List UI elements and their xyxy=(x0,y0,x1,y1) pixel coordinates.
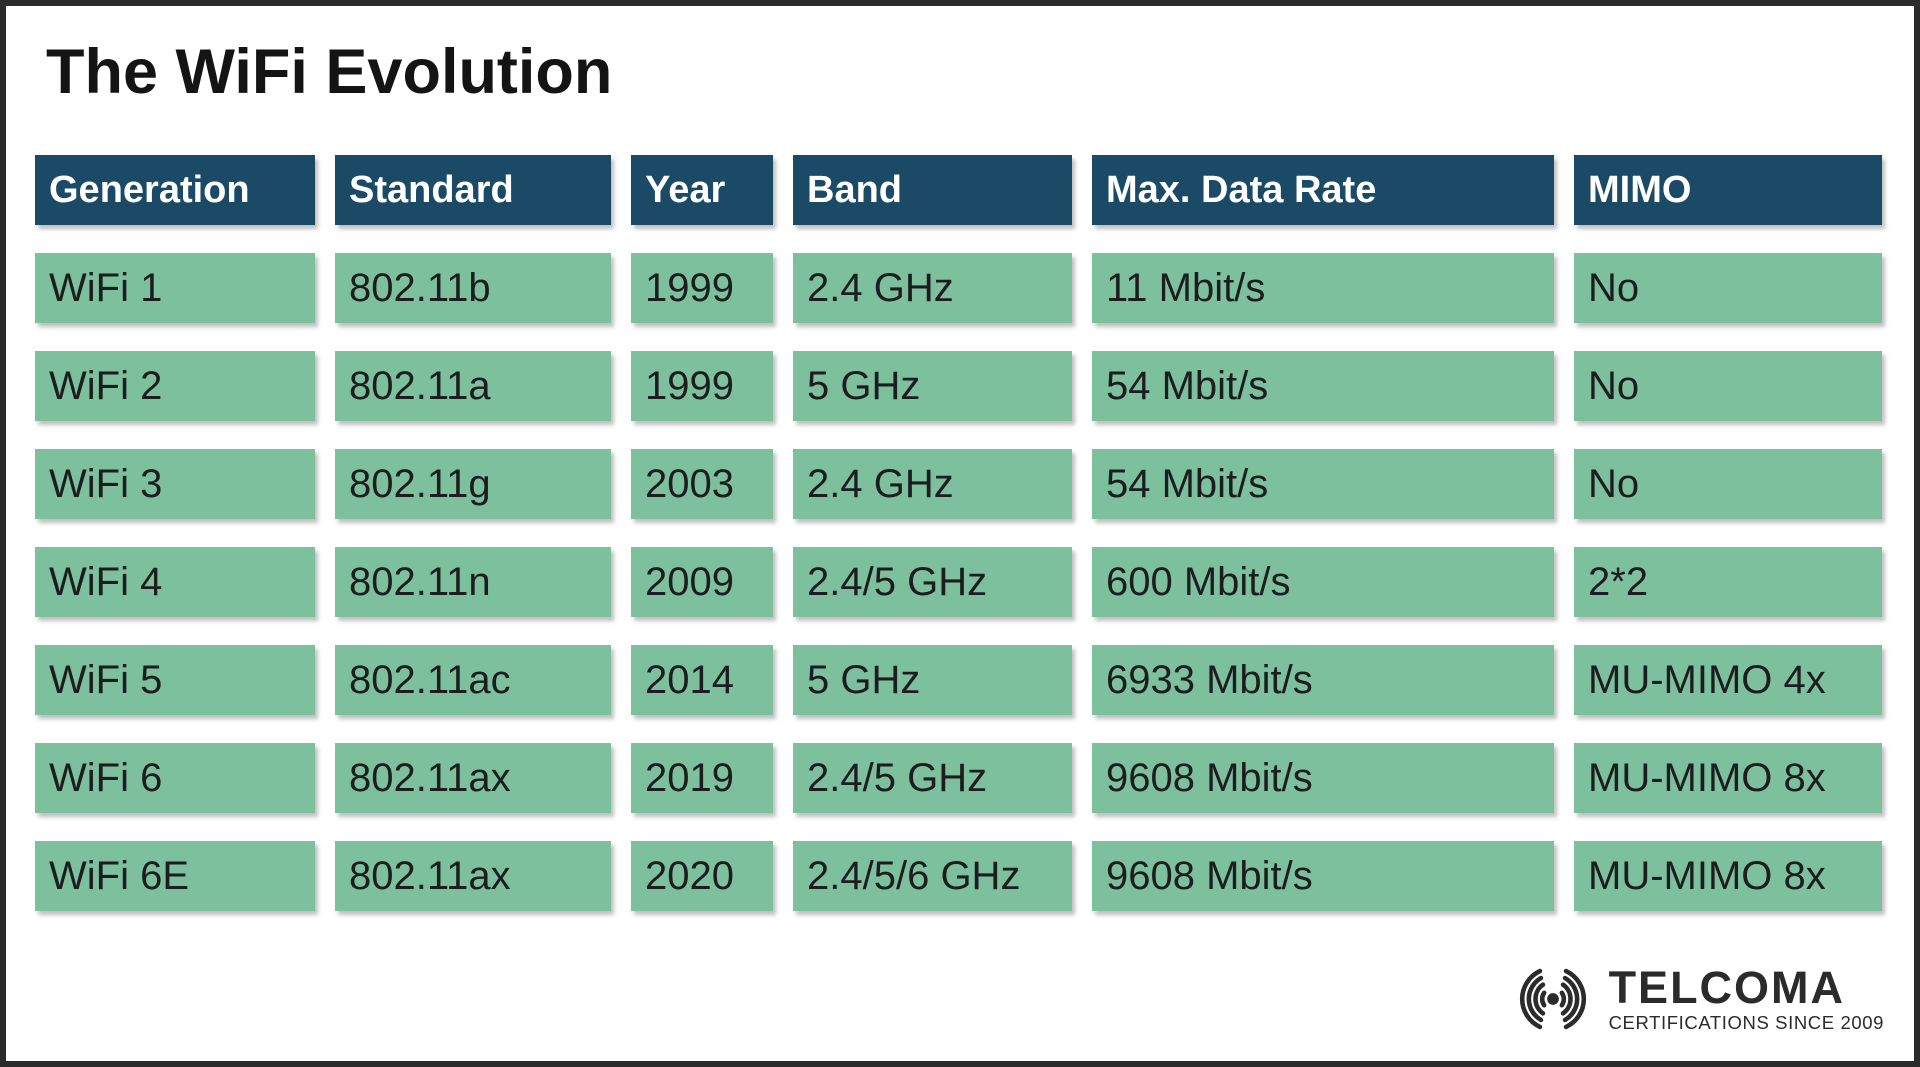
table-cell: 2019 xyxy=(631,743,773,813)
wifi-evolution-table: Generation Standard Year Band Max. Data Rate… xyxy=(35,155,1882,911)
logo-tagline: CERTIFICATIONS SINCE 2009 xyxy=(1608,1011,1884,1033)
telcoma-logo: TELCOMA CERTIFICATIONS SINCE 2009 xyxy=(1503,959,1884,1039)
table-cell: WiFi 6E xyxy=(35,841,315,911)
table-cell: MU-MIMO 4x xyxy=(1574,645,1882,715)
header-cell-year: Year xyxy=(631,155,773,225)
table-cell: 2.4/5 GHz xyxy=(793,743,1072,813)
radio-waves-icon xyxy=(1519,968,1586,1030)
table-cell: 1999 xyxy=(631,253,773,323)
header-cell-standard: Standard xyxy=(335,155,611,225)
table-cell: 2.4/5/6 GHz xyxy=(793,841,1072,911)
header-cell-mimo: MIMO xyxy=(1574,155,1882,225)
table-cell: MU-MIMO 8x xyxy=(1574,841,1882,911)
table-cell: 802.11a xyxy=(335,351,611,421)
header-cell-max-data-rate: Max. Data Rate xyxy=(1092,155,1554,225)
table-cell: 11 Mbit/s xyxy=(1092,253,1554,323)
table-cell: WiFi 3 xyxy=(35,449,315,519)
table-cell: 2003 xyxy=(631,449,773,519)
table-cell: 5 GHz xyxy=(793,645,1072,715)
table-cell: 802.11g xyxy=(335,449,611,519)
table-cell: 6933 Mbit/s xyxy=(1092,645,1554,715)
table-cell: WiFi 5 xyxy=(35,645,315,715)
table-cell: 2009 xyxy=(631,547,773,617)
table-cell: 54 Mbit/s xyxy=(1092,449,1554,519)
table-cell: No xyxy=(1574,253,1882,323)
table-cell: 2.4 GHz xyxy=(793,253,1072,323)
table-cell: 2*2 xyxy=(1574,547,1882,617)
table-cell: MU-MIMO 8x xyxy=(1574,743,1882,813)
table-cell: 802.11ac xyxy=(335,645,611,715)
table-cell: WiFi 4 xyxy=(35,547,315,617)
logo-brand: TELCOMA xyxy=(1608,961,1846,1013)
table-cell: 2.4 GHz xyxy=(793,449,1072,519)
table-cell: 5 GHz xyxy=(793,351,1072,421)
table-cell: 600 Mbit/s xyxy=(1092,547,1554,617)
table-cell: 54 Mbit/s xyxy=(1092,351,1554,421)
table-cell: No xyxy=(1574,449,1882,519)
table-cell: 2014 xyxy=(631,645,773,715)
logo-text-block: TELCOMA CERTIFICATIONS SINCE 2009 xyxy=(1609,965,1884,1034)
table-cell: 9608 Mbit/s xyxy=(1092,841,1554,911)
table-cell: 9608 Mbit/s xyxy=(1092,743,1554,813)
table-cell: WiFi 1 xyxy=(35,253,315,323)
table-cell: 2.4/5 GHz xyxy=(793,547,1072,617)
header-cell-band: Band xyxy=(793,155,1072,225)
table-cell: WiFi 2 xyxy=(35,351,315,421)
table-cell: 802.11b xyxy=(335,253,611,323)
table-cell: 2020 xyxy=(631,841,773,911)
page-title: The WiFi Evolution xyxy=(46,37,613,107)
table-cell: WiFi 6 xyxy=(35,743,315,813)
table-cell: 1999 xyxy=(631,351,773,421)
table-cell: No xyxy=(1574,351,1882,421)
table-cell: 802.11ax xyxy=(335,841,611,911)
table-cell: 802.11ax xyxy=(335,743,611,813)
header-cell-generation: Generation xyxy=(35,155,315,225)
table-cell: 802.11n xyxy=(335,547,611,617)
